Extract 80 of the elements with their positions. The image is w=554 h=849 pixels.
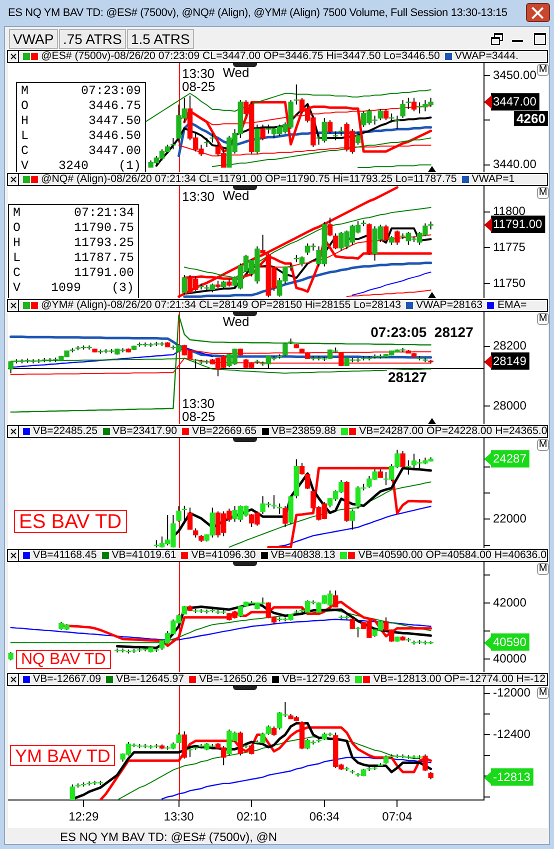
y-tick-label: 11791.00 — [493, 217, 542, 232]
annotation: L 11787.75 — [13, 251, 134, 266]
y-tick-label: 11800 — [493, 204, 526, 218]
y-tick-label: 28200 — [493, 338, 527, 353]
legend-label: VB=41168.45 — [33, 549, 97, 561]
text: 4260 — [514, 111, 548, 126]
text: VWAP — [9, 29, 58, 49]
annotation: Wed — [222, 65, 250, 80]
chart-title: ES NQ YM BAV TD: @ES# (7500v), @NQ# (Align), @YM# (Align) 7500 Volume, Full Session 13:30-13:15 — [8, 7, 508, 20]
y-tick-label: 3440.00 — [493, 157, 537, 172]
legend-label: VWAP=1 — [472, 173, 515, 185]
annotation: Wed — [222, 188, 250, 203]
y-tick-label: 42000 — [493, 595, 527, 610]
legend-label: VWAP=28163 — [416, 299, 482, 311]
y-tick-label: 40590 — [493, 634, 527, 649]
legend-label: VB=23859.88 — [272, 425, 336, 437]
text: M — [537, 187, 549, 199]
text: M — [537, 64, 549, 76]
text: NQ BAV TD — [16, 650, 111, 669]
legend-label: @YM# (Align)-08/26/20 07:21:34 CL=28149 OP=28150 Hi=28155 Lo=28143 — [41, 299, 402, 311]
annotation: V 3240 (1) — [21, 159, 141, 174]
annotation: 07:23:05 28127 — [370, 324, 474, 340]
y-tick-label: -12400 — [493, 727, 531, 742]
annotation: M 07:21:34 — [13, 206, 134, 221]
y-tick-label: 11775 — [493, 240, 526, 254]
legend-label: VB=24287.00 OP=24228.00 H=24365.0 — [359, 425, 548, 437]
legend-label: @ES# (7500v)-08/26/20 07:23:09 CL=3447.00 OP=3446.75 Hi=3447.50 Lo=3446.50 — [41, 50, 440, 62]
annotation: H 11793.25 — [13, 236, 134, 251]
x-tick-label: 13:30 — [164, 810, 194, 824]
annotation: C 3447.00 — [21, 144, 141, 159]
text: M — [537, 563, 549, 575]
legend-label: VB=40838.13 — [270, 549, 336, 561]
x-tick-label: 07:04 — [382, 810, 413, 824]
legend-label: VB=40590.00 OP=40584.00 H=40636.0 — [358, 549, 546, 561]
y-tick-label: 3447.00 — [493, 94, 537, 109]
annotation: C 11791.00 — [13, 266, 134, 281]
x-tick-label: 06:34 — [309, 810, 340, 824]
annotation: O 11790.75 — [13, 221, 134, 236]
y-tick-label: 3450.00 — [493, 68, 537, 82]
text: M — [537, 313, 549, 325]
y-tick-label: 28000 — [493, 398, 527, 412]
y-tick-label: -12000 — [493, 686, 531, 700]
y-tick-label: -12813 — [493, 770, 531, 784]
legend-label: VB=-12645.97 — [116, 673, 184, 685]
legend-label: VB=22669.65 — [192, 425, 257, 437]
text: .75 ATRS — [59, 29, 126, 49]
annotation: O 3446.75 — [21, 99, 141, 114]
y-tick-label: 28149 — [493, 354, 527, 368]
legend-label: VB=-12813.00 OP=-12774.00 H=-12 — [373, 673, 546, 685]
y-tick-label: 24287 — [493, 452, 527, 466]
annotation: Wed — [222, 314, 250, 329]
x-tick-label: 02:10 — [236, 810, 267, 824]
text: YM BAV TD — [10, 745, 116, 766]
legend-label: VB=23417.90 — [112, 425, 178, 437]
legend-label: VWAP=3444. — [454, 50, 518, 62]
legend-label: @NQ# (Align)-08/26/20 07:21:34 CL=11791.00 OP=11790.75 Hi=11793.25 Lo=11787.75 — [41, 173, 457, 185]
ref-line-label: 13:30 08-25 — [182, 396, 216, 424]
legend-label: VB=41019.61 — [112, 549, 176, 561]
ref-line-label: 13:30 08-25 — [182, 66, 216, 94]
legend-label: VB=-12667.09 — [33, 673, 102, 685]
legend-label: VB=41096.30 — [191, 549, 256, 561]
annotation: V 1099 (3) — [13, 281, 134, 296]
text: 1.5 ATRS — [127, 29, 194, 49]
ref-line-label: 13:30 — [182, 189, 215, 204]
text: ES NQ YM BAV TD: @ES# (7500v), @N — [60, 830, 278, 844]
legend-label: VB=-12650.26 — [199, 673, 268, 685]
legend-label: VB=-12729.63 — [282, 673, 350, 685]
y-tick-label: 11750 — [493, 276, 526, 290]
y-tick-label: 22000 — [493, 512, 527, 526]
annotation: M 07:23:09 — [21, 84, 141, 99]
y-tick-label: 40000 — [493, 651, 527, 666]
text: M — [537, 439, 549, 451]
ref-line-label: 28127 — [387, 369, 428, 385]
legend-label: VB=22485.25 — [33, 425, 98, 437]
annotation: L 3446.50 — [21, 129, 141, 144]
legend-label: EMA= — [497, 299, 527, 311]
x-tick-label: 12:29 — [68, 810, 99, 824]
annotation: H 3447.50 — [21, 114, 141, 129]
text: ES BAV TD — [14, 510, 127, 533]
text: M — [537, 687, 549, 699]
